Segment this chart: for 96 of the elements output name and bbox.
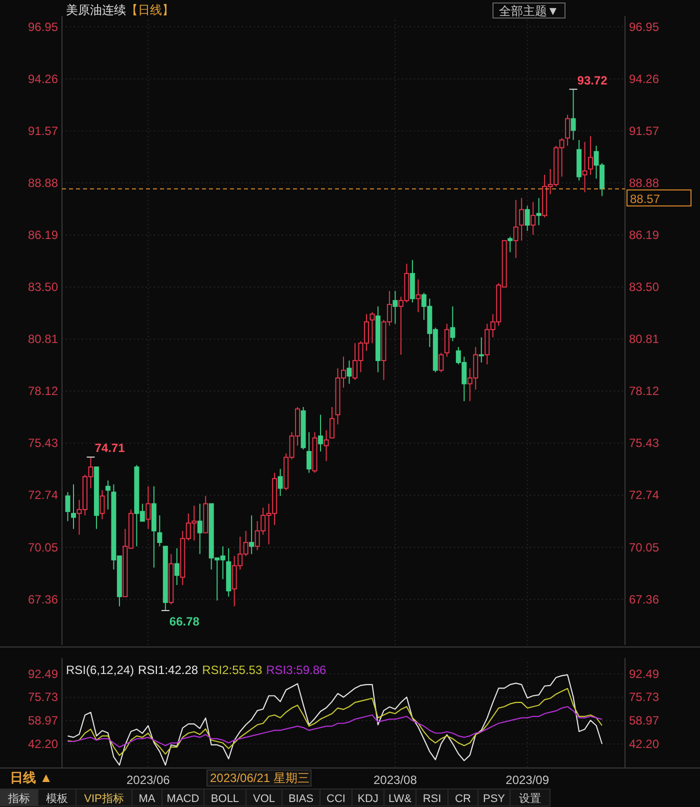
candlestick: [444, 323, 450, 358]
candlestick: [105, 480, 110, 510]
y-tick-label: 91.57: [28, 124, 58, 138]
text: VOL: [252, 793, 276, 805]
y-tick-label: 86.19: [28, 228, 58, 242]
candlestick: [330, 406, 335, 438]
candlestick: [146, 486, 151, 530]
candlestick: [157, 514, 162, 547]
candlestick: [570, 88, 576, 140]
x-tick-label: 2023/08: [374, 773, 418, 787]
text: RSI3:59.86: [266, 663, 327, 677]
annotation: 74.71: [94, 441, 126, 456]
candlestick: [588, 136, 594, 176]
text: LW&: [388, 793, 412, 805]
candlestick: [197, 503, 202, 555]
y-tick-label: 42.20: [28, 737, 58, 752]
candlestick: [306, 432, 312, 474]
y2-tick-label: 75.43: [629, 436, 660, 450]
candlestick: [565, 114, 570, 146]
candlestick: [392, 290, 398, 324]
chart-title: 美原油连续: [66, 3, 126, 17]
y2-tick-label: 91.57: [629, 124, 660, 138]
candlestick: [508, 236, 513, 253]
y-tick-label: 75.43: [28, 436, 58, 450]
y-tick-label: 96.95: [28, 20, 58, 34]
candlestick: [100, 490, 105, 520]
y2-tick-label: 70.05: [629, 540, 660, 554]
text: BOLL: [210, 793, 240, 805]
candlestick: [65, 492, 70, 522]
text: VIP指标: [84, 793, 124, 805]
candlestick: [416, 278, 421, 313]
text: 日线 ▲: [10, 770, 52, 785]
y2-tick-label: 94.26: [629, 72, 660, 86]
candlestick: [249, 514, 254, 555]
y2-tick-label: 80.81: [629, 332, 660, 346]
candlestick: [318, 414, 324, 452]
text: 模板: [46, 793, 68, 805]
y2-tick-label: 72.74: [629, 488, 660, 502]
candlestick: [174, 548, 180, 586]
candlestick: [70, 484, 76, 530]
y2-tick-label: 78.12: [629, 384, 660, 398]
y2-tick-label: 75.73: [629, 690, 660, 704]
y2-tick-label: 58.97: [629, 714, 660, 728]
y2-tick-label: 86.19: [629, 228, 660, 242]
y-tick-label: 78.12: [28, 384, 58, 398]
text: MA: [138, 793, 156, 805]
y-tick-label: 58.97: [28, 714, 58, 728]
y-tick-label: 70.05: [28, 540, 58, 554]
y-tick-label: 75.73: [28, 690, 58, 704]
chart-subtitle: 【日线】: [126, 3, 174, 17]
line-series: [67, 688, 603, 756]
text: 设置: [519, 793, 541, 805]
y2-tick-label: 92.49: [629, 666, 660, 681]
x-tick-label: 2023/06: [126, 773, 170, 787]
candlestick: [346, 360, 352, 384]
candlestick: [370, 312, 375, 344]
text: 全部主题▼: [499, 4, 559, 18]
text: RSI: [422, 793, 442, 805]
y2-tick-label: 96.95: [629, 20, 660, 34]
candlestick: [450, 306, 456, 342]
text: PSY: [482, 793, 506, 805]
candlestick: [438, 352, 444, 373]
text: RSI1:42.28: [138, 663, 198, 677]
ref-line-label: 88.57: [630, 192, 660, 206]
y-tick-label: 92.49: [28, 666, 58, 681]
y2-tick-label: 88.88: [629, 176, 660, 190]
text: CR: [455, 793, 471, 805]
chart-title: RSI(6,12,24): [66, 663, 134, 677]
candlestick: [582, 141, 588, 193]
annotation: 93.72: [577, 73, 608, 88]
annotation: 66.78: [169, 614, 200, 629]
y-tick-label: 94.26: [28, 72, 58, 86]
x-tick-label: 2023/09: [506, 773, 550, 787]
text: MACD: [166, 793, 200, 805]
text: BIAS: [288, 793, 314, 805]
text: RSI2:55.53: [202, 663, 262, 677]
y2-tick-label: 42.20: [629, 737, 660, 752]
y-tick-label: 88.88: [28, 176, 58, 190]
candlestick: [513, 199, 518, 259]
text: 指标: [7, 793, 30, 805]
y2-tick-label: 83.50: [629, 280, 660, 294]
y-tick-label: 83.50: [28, 280, 58, 294]
y-tick-label: 72.74: [28, 488, 58, 502]
y-tick-label: 67.36: [28, 592, 58, 606]
y2-tick-label: 67.36: [629, 592, 660, 606]
text: CCI: [326, 793, 346, 805]
candlestick: [524, 205, 530, 232]
candlestick: [530, 201, 536, 236]
candlestick: [278, 468, 283, 497]
y-tick-label: 80.81: [28, 332, 58, 346]
candlestick: [324, 430, 329, 462]
candlestick: [519, 198, 524, 242]
line-series: [67, 706, 603, 748]
candlestick: [536, 198, 542, 226]
text: KDJ: [358, 793, 378, 805]
text: 2023/06/21 星期三: [210, 771, 310, 785]
